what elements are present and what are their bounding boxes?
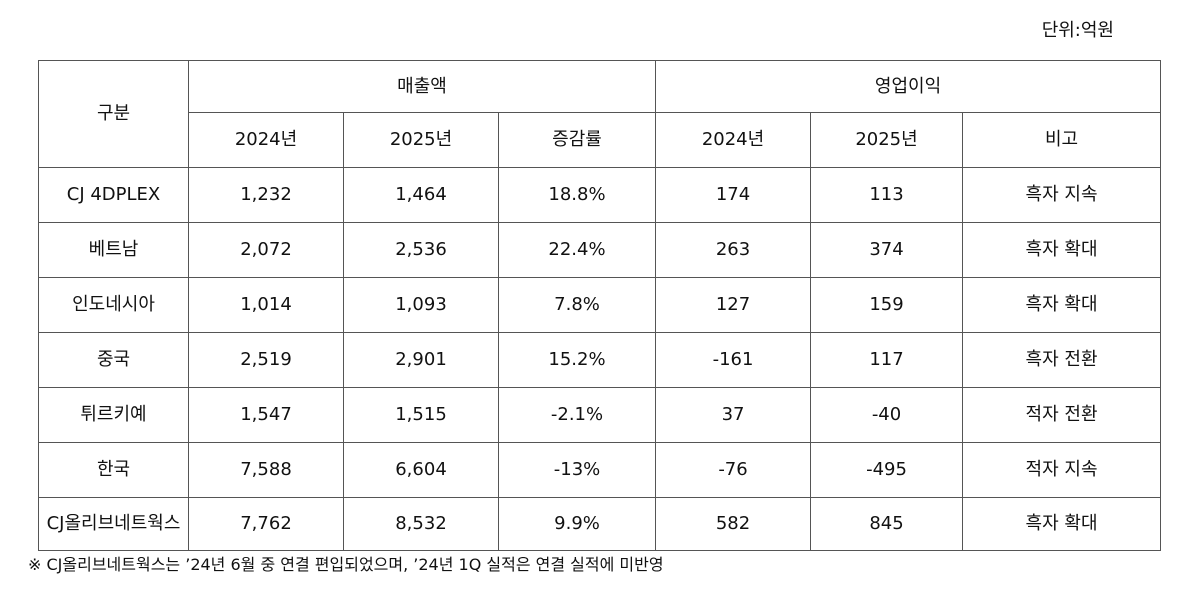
cell: 15.2% [497, 332, 657, 388]
cell: 159 [810, 277, 964, 333]
table-row: 인도네시아 1,014 1,093 7.8% 127 159 흑자 확대 [38, 277, 1162, 333]
cell: 2,901 [343, 332, 499, 388]
column-header: 2025년 [810, 112, 964, 168]
cell: 113 [810, 167, 964, 223]
cell: -76 [655, 442, 812, 498]
cell: 1,014 [188, 277, 344, 333]
cell: 흑자 확대 [962, 222, 1162, 278]
cell: 22.4% [497, 222, 657, 278]
cell: 1,232 [188, 167, 344, 223]
cell: -13% [497, 442, 657, 498]
cell: 흑자 확대 [962, 497, 1162, 551]
table-row: 튀르키예 1,547 1,515 -2.1% 37 -40 적자 전환 [38, 387, 1162, 443]
cell: 1,464 [343, 167, 499, 223]
cell: 2,536 [343, 222, 499, 278]
table-row: 베트남 2,072 2,536 22.4% 263 374 흑자 확대 [38, 222, 1162, 278]
cell: 적자 지속 [962, 442, 1162, 498]
cell: -161 [655, 332, 812, 388]
cell: 7.8% [497, 277, 657, 333]
table-row: 한국 7,588 6,604 -13% -76 -495 적자 지속 [38, 442, 1162, 498]
cell: 1,515 [343, 387, 499, 443]
cell: -40 [810, 387, 964, 443]
cell: 174 [655, 167, 812, 223]
column-header: 증감률 [497, 112, 657, 168]
cell: 2,519 [188, 332, 344, 388]
cell: 7,588 [188, 442, 344, 498]
row-label: 베트남 [38, 222, 189, 278]
footnote: ※ CJ올리브네트웍스는 ’24년 6월 중 연결 편입되었으며, ’24년 1… [28, 555, 664, 574]
cell: 8,532 [343, 497, 499, 551]
cell: 582 [655, 497, 812, 551]
cell: -2.1% [497, 387, 657, 443]
group-header: 매출액 [187, 60, 657, 113]
corner-header: 구분 [38, 60, 189, 168]
table-row: CJ올리브네트웍스 7,762 8,532 9.9% 582 845 흑자 확대 [38, 497, 1162, 551]
cell: 적자 전환 [962, 387, 1162, 443]
group-header: 영업이익 [655, 60, 1162, 113]
column-header: 비고 [962, 112, 1162, 168]
cell: 374 [810, 222, 964, 278]
cell: 845 [810, 497, 964, 551]
cell: 흑자 전환 [962, 332, 1162, 388]
row-label: 인도네시아 [38, 277, 189, 333]
cell: 흑자 지속 [962, 167, 1162, 223]
cell: 2,072 [188, 222, 344, 278]
row-label: CJ 4DPLEX [38, 167, 189, 223]
cell: 흑자 확대 [962, 277, 1162, 333]
group-row: 구분 매출액 영업이익 [38, 60, 1162, 168]
cell: 1,547 [188, 387, 344, 443]
row-label: 한국 [38, 442, 189, 498]
cell: 18.8% [497, 167, 657, 223]
column-header: 2024년 [655, 112, 812, 168]
row-label: CJ올리브네트웍스 [38, 497, 189, 551]
table-row: CJ 4DPLEX 1,232 1,464 18.8% 174 113 흑자 지속 [38, 167, 1162, 223]
cell: 263 [655, 222, 812, 278]
data-table: 구분 매출액 영업이익 2024년 2025년 증감률 2024년 2025년 비고 CJ… [38, 60, 1162, 551]
unit-label: 단위:억원 [1041, 20, 1114, 41]
cell: 6,604 [343, 442, 499, 498]
row-label: 튀르키예 [38, 387, 189, 443]
row-label: 중국 [38, 332, 189, 388]
cell: 117 [810, 332, 964, 388]
column-row: 2024년 2025년 증감률 2024년 2025년 비고 [39, 112, 1162, 168]
cell: -495 [810, 442, 964, 498]
cell: 1,093 [343, 277, 499, 333]
column-header: 2025년 [343, 112, 499, 168]
cell: 37 [655, 387, 812, 443]
table-row: 중국 2,519 2,901 15.2% -161 117 흑자 전환 [38, 332, 1162, 388]
cell: 127 [655, 277, 812, 333]
column-header: 2024년 [188, 112, 344, 168]
cell: 7,762 [188, 497, 344, 551]
cell: 9.9% [497, 497, 657, 551]
table-body: CJ 4DPLEX 1,232 1,464 18.8% 174 113 흑자 지속 베트남 2,… [38, 167, 1162, 551]
